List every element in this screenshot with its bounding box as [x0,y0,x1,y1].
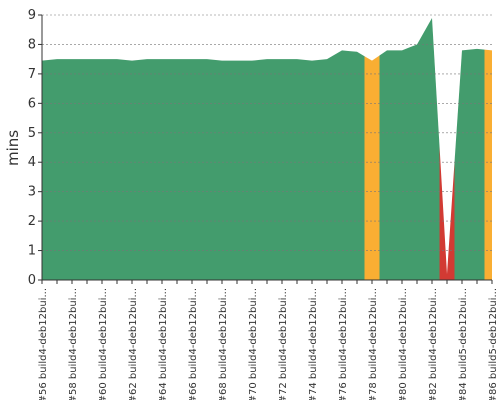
area-segment [109,59,125,280]
area-segment [214,59,230,281]
area-segment [64,59,80,280]
area-segment [184,59,200,280]
x-tick-label: #64 build4-deb12bui... [158,288,169,400]
area-segment [454,49,470,280]
x-tick-label: #62 build4-deb12bui... [128,288,139,400]
area-segment [229,60,245,281]
y-tick-label: 6 [28,96,36,111]
area-segment [259,59,275,280]
x-tick-label: #84 build5-deb12bui... [458,288,469,400]
area-segment [94,59,110,280]
x-tick-label: #56 build4-deb12bui... [38,288,49,400]
area-segment [424,17,440,280]
area-segment [349,51,365,280]
x-tick-label: #78 build4-deb12bui... [368,288,379,400]
x-tick-label: #66 build4-deb12bui... [188,288,199,400]
x-tick-label: #80 build4-deb12bui... [398,288,409,400]
area-segment [289,59,305,280]
x-tick-label: #58 build4-deb12bui... [68,288,79,400]
y-tick-label: 7 [28,67,36,82]
y-tick-label: 9 [28,8,36,23]
area-segment [364,55,380,280]
area-segment [334,50,350,281]
y-tick-label: 8 [28,37,36,52]
area-segment [274,59,290,280]
area-segment [469,48,485,280]
x-tick-label: #72 build4-deb12bui... [278,288,289,400]
area-segment [169,59,185,280]
area-segment [409,31,425,281]
area-segment [79,59,95,280]
y-tick-label: 0 [28,273,36,288]
area-segment [42,59,50,281]
x-tick-label: #60 build4-deb12bui... [98,288,109,400]
area-segment [439,146,455,280]
area-segment [154,59,170,280]
area-segment [484,49,492,280]
area-segment [49,59,65,280]
x-tick-label: #82 build4-deb12bui... [428,288,439,400]
x-tick-label: #74 build4-deb12bui... [308,288,319,400]
area-segment [319,54,335,280]
x-tick-label: #70 build4-deb12bui... [248,288,259,400]
y-tick-label: 5 [28,126,36,141]
y-tick-label: 3 [28,185,36,200]
x-tick-label: #76 build4-deb12bui... [338,288,349,400]
x-tick-label: #86 build5-deb12bui... [488,288,499,400]
area-segment [244,59,260,281]
y-tick-label: 4 [28,155,36,170]
area-segment [199,59,215,280]
area-segment [379,50,395,281]
area-segment [394,47,410,281]
y-tick-label: 1 [28,244,36,259]
area-segment [304,59,320,281]
x-tick-label: #68 build4-deb12bui... [218,288,229,400]
y-tick-label: 2 [28,214,36,229]
area-segment [124,59,140,281]
y-axis-label: mins [4,130,22,166]
area-segment [139,59,155,280]
